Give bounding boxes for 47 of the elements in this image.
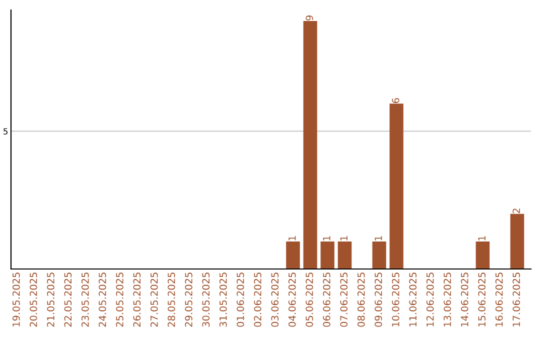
x-tick-label: 03.06.2025 bbox=[271, 272, 279, 327]
x-tick-label: 12.06.2025 bbox=[426, 272, 434, 326]
x-tick-label: 20.05.2025 bbox=[30, 272, 38, 327]
x-tick-label: 15.06.2025 bbox=[478, 272, 486, 326]
x-tick-label: 17.06.2025 bbox=[512, 272, 520, 326]
x-tick-label: 30.05.2025 bbox=[202, 272, 210, 327]
data-label: 6 bbox=[392, 98, 400, 103]
x-tick-label: 28.05.2025 bbox=[168, 272, 176, 327]
x-tick-label: 16.06.2025 bbox=[495, 272, 503, 326]
bar bbox=[320, 241, 334, 269]
x-tick-label: 11.06.2025 bbox=[409, 272, 417, 326]
bar bbox=[372, 241, 386, 269]
x-tick-label: 09.06.2025 bbox=[374, 272, 382, 327]
x-tick-label: 08.06.2025 bbox=[357, 272, 365, 327]
y-tick-label: 5 bbox=[4, 128, 8, 135]
x-tick-label: 19.05.2025 bbox=[12, 272, 20, 326]
x-tick-label: 14.06.2025 bbox=[460, 272, 468, 326]
x-tick-label: 07.06.2025 bbox=[340, 272, 348, 327]
x-tick-label: 24.05.2025 bbox=[98, 272, 106, 327]
data-label: 1 bbox=[478, 236, 486, 240]
data-label: 1 bbox=[288, 236, 296, 240]
data-label: 1 bbox=[374, 236, 382, 240]
x-tick-label: 25.05.2025 bbox=[116, 272, 124, 327]
x-tick-label: 05.06.2025 bbox=[306, 272, 314, 327]
bar bbox=[286, 241, 300, 269]
x-tick-label: 29.05.2025 bbox=[184, 272, 192, 327]
x-tick-label: 13.06.2025 bbox=[444, 272, 452, 326]
x-tick-label: 06.06.2025 bbox=[322, 272, 330, 327]
bar bbox=[338, 241, 352, 269]
bar bbox=[390, 104, 404, 269]
x-tick-label: 04.06.2025 bbox=[288, 272, 296, 327]
x-tick-label: 21.05.2025 bbox=[47, 272, 54, 327]
bar bbox=[303, 21, 318, 269]
bar bbox=[476, 241, 490, 269]
data-label: 1 bbox=[323, 236, 330, 240]
bar bbox=[510, 214, 524, 269]
data-label: 2 bbox=[512, 208, 520, 214]
x-tick-label: 23.05.2025 bbox=[81, 272, 89, 327]
x-tick-label: 10.06.2025 bbox=[392, 272, 400, 326]
x-tick-label: 01.06.2025 bbox=[236, 272, 244, 327]
data-label: 9 bbox=[306, 16, 314, 20]
x-tick-label: 22.05.2025 bbox=[64, 272, 72, 327]
x-tick-label: 31.05.2025 bbox=[219, 272, 227, 327]
x-tick-label: 02.06.2025 bbox=[254, 272, 262, 327]
x-tick-label: 27.05.2025 bbox=[150, 272, 158, 327]
x-tick-label: 26.05.2025 bbox=[133, 272, 141, 327]
data-label: 1 bbox=[340, 236, 348, 240]
